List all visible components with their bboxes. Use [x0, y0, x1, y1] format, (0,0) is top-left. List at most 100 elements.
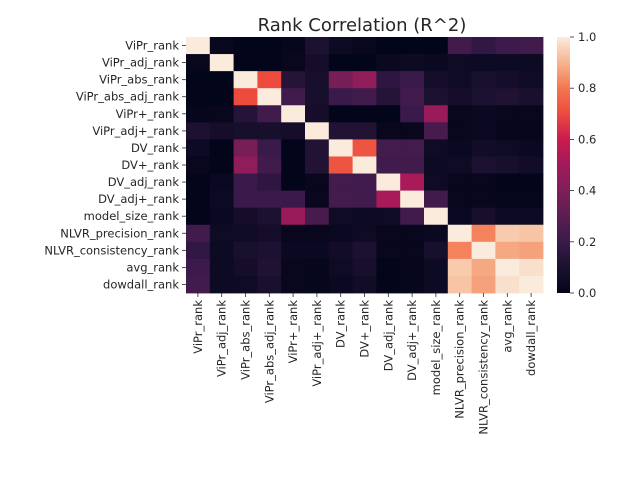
heatmap-cell	[281, 105, 306, 123]
x-tick-label: DV_rank	[334, 300, 348, 348]
heatmap-cell	[209, 54, 234, 72]
x-tick-label: NLVR_consistency_rank	[477, 300, 491, 435]
x-tick-labels: ViPr_rank ViPr_adj_rank ViPr_abs_rank ViPr_…	[191, 293, 538, 435]
heatmap-cell	[400, 139, 425, 157]
heatmap-cell	[471, 88, 496, 106]
heatmap-cell	[400, 156, 425, 174]
heatmap-cells	[186, 37, 544, 294]
heatmap-cell	[471, 37, 496, 55]
heatmap-cell	[352, 54, 377, 72]
heatmap-cell	[352, 37, 377, 55]
colorbar-ticks: 0.0 0.2 0.4 0.6 0.8 1.0	[570, 30, 596, 300]
heatmap-cell	[257, 105, 282, 123]
heatmap-cell	[424, 105, 449, 123]
x-tick-label: DV_adj_rank	[381, 300, 395, 372]
heatmap-cell	[257, 173, 282, 191]
heatmap-cell	[281, 88, 306, 106]
heatmap-cell	[495, 173, 520, 191]
heatmap-cell	[328, 241, 353, 260]
heatmap-cell	[447, 105, 472, 123]
colorbar-tick-label: 0.2	[578, 235, 596, 249]
y-tick-label: DV+_rank	[121, 158, 179, 172]
heatmap-cell	[233, 139, 258, 157]
heatmap-cell	[281, 139, 306, 157]
heatmap-cell	[257, 139, 282, 157]
heatmap-cell	[257, 190, 282, 209]
heatmap-cell	[257, 156, 282, 174]
heatmap-cell	[495, 71, 520, 89]
heatmap-cell	[376, 190, 401, 209]
heatmap-cell	[495, 241, 520, 260]
heatmap-cell	[424, 241, 449, 260]
heatmap-cell	[519, 173, 544, 191]
heatmap-cell	[447, 241, 472, 260]
heatmap-cell	[447, 37, 472, 55]
x-tick-label: model_size_rank	[429, 300, 443, 396]
heatmap-cell	[281, 37, 306, 55]
heatmap-cell	[186, 105, 211, 123]
heatmap-cell	[400, 71, 425, 89]
heatmap-cell	[376, 122, 401, 140]
heatmap-cell	[400, 88, 425, 106]
heatmap-cell	[305, 173, 330, 191]
heatmap-cell	[471, 122, 496, 140]
heatmap-cell	[352, 241, 377, 260]
heatmap-cell	[328, 207, 353, 226]
heatmap-cell	[257, 241, 282, 260]
heatmap-cell	[471, 190, 496, 209]
y-tick-label: NLVR_precision_rank	[60, 226, 179, 240]
heatmap-cell	[257, 122, 282, 140]
heatmap-cell	[257, 88, 282, 106]
heatmap-cell	[209, 207, 234, 226]
heatmap-cell	[519, 71, 544, 89]
heatmap-cell	[233, 207, 258, 226]
heatmap-cell	[281, 224, 306, 243]
heatmap-cell	[328, 71, 353, 89]
heatmap-cell	[424, 139, 449, 157]
heatmap-cell	[447, 207, 472, 226]
heatmap-cell	[495, 139, 520, 157]
heatmap-cell	[328, 275, 353, 294]
y-tick-label: ViPr_abs_rank	[99, 73, 179, 87]
heatmap-cell	[495, 207, 520, 226]
heatmap-cell	[424, 258, 449, 277]
heatmap-cell	[257, 54, 282, 72]
heatmap-cell	[352, 224, 377, 243]
x-tick-label: DV_adj+_rank	[405, 300, 419, 381]
x-tick-label: ViPr+_rank	[286, 300, 300, 364]
x-tick-label: DV+_rank	[358, 300, 372, 358]
heatmap-cell	[376, 275, 401, 294]
heatmap-cell	[328, 190, 353, 209]
heatmap-cell	[233, 37, 258, 55]
heatmap-cell	[328, 88, 353, 106]
heatmap-cell	[352, 105, 377, 123]
heatmap-cell	[352, 156, 377, 174]
heatmap-cell	[209, 122, 234, 140]
heatmap-cell	[400, 190, 425, 209]
heatmap-cell	[376, 88, 401, 106]
heatmap-cell	[400, 258, 425, 277]
heatmap-cell	[519, 275, 544, 294]
heatmap-cell	[400, 275, 425, 294]
y-tick-label: ViPr_abs_adj_rank	[76, 90, 179, 104]
x-tick-label: ViPr_abs_adj_rank	[262, 300, 276, 403]
heatmap-cell	[471, 105, 496, 123]
heatmap-cell	[233, 241, 258, 260]
x-tick-label: NLVR_precision_rank	[453, 300, 467, 419]
heatmap-cell	[400, 54, 425, 72]
heatmap-cell	[209, 105, 234, 123]
x-tick-label: dowdall_rank	[524, 300, 538, 376]
heatmap-cell	[352, 139, 377, 157]
heatmap-cell	[281, 122, 306, 140]
heatmap-cell	[447, 275, 472, 294]
heatmap-cell	[495, 37, 520, 55]
heatmap-cell	[376, 105, 401, 123]
heatmap-cell	[352, 71, 377, 89]
heatmap-cell	[281, 54, 306, 72]
heatmap-cell	[257, 207, 282, 226]
heatmap-cell	[519, 88, 544, 106]
heatmap-cell	[328, 258, 353, 277]
heatmap-cell	[424, 190, 449, 209]
heatmap-cell	[233, 105, 258, 123]
